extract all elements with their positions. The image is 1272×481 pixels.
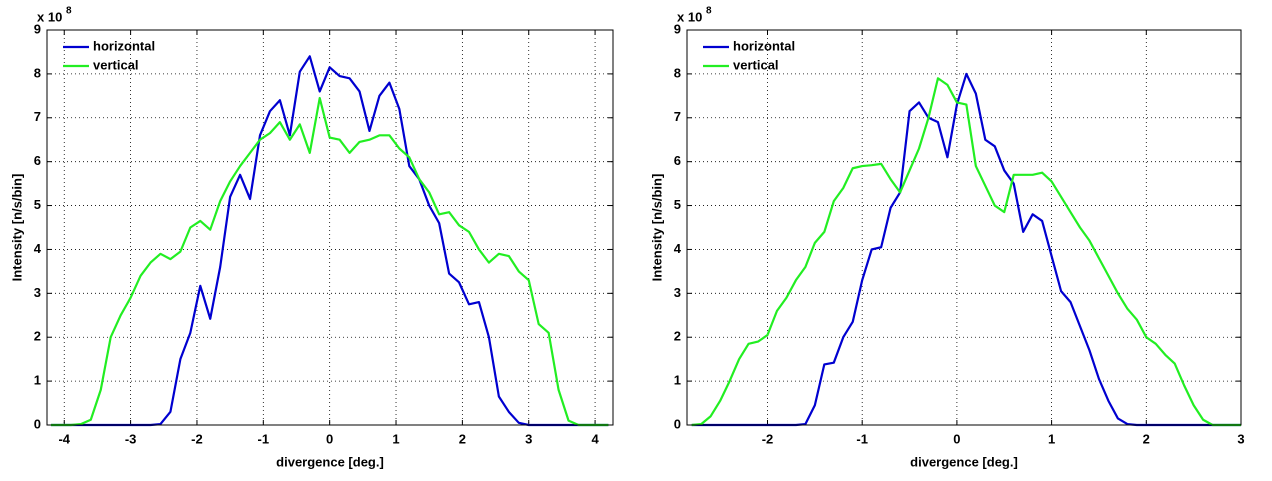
x-tick-label: -3	[125, 431, 137, 446]
y-tick-label: 8	[34, 65, 41, 80]
y-tick-label: 7	[674, 109, 681, 124]
y-tick-label: 2	[34, 329, 41, 344]
y-tick-label: 1	[34, 373, 41, 388]
x-tick-label: 3	[1237, 431, 1244, 446]
y-tick-label: 1	[674, 373, 681, 388]
y-tick-label: 3	[674, 285, 681, 300]
y-tick-label: 7	[34, 109, 41, 124]
y-tick-label: 0	[674, 416, 681, 431]
data-line	[50, 96, 609, 427]
x-tick-label: 4	[591, 431, 599, 446]
axis-scale-exponent: 8	[706, 6, 712, 17]
plot-frame	[686, 29, 1242, 426]
y-tick-label: 4	[34, 241, 42, 256]
axis-scale-label: x 10	[677, 9, 702, 24]
x-tick-label: 1	[1048, 431, 1055, 446]
x-tick-label: -1	[856, 431, 868, 446]
x-tick-label: -2	[762, 431, 774, 446]
y-tick-label: 9	[674, 21, 681, 36]
y-tick-label: 9	[34, 21, 41, 36]
legend-label: vertical	[93, 57, 139, 72]
y-tick-label: 3	[34, 285, 41, 300]
axis-scale-label: x 10	[37, 9, 62, 24]
x-axis-label: divergence [deg.]	[276, 454, 384, 469]
x-tick-label: -2	[191, 431, 203, 446]
x-tick-label: 1	[392, 431, 399, 446]
y-tick-label: 5	[674, 197, 681, 212]
x-tick-label: 2	[459, 431, 466, 446]
legend-label: vertical	[733, 57, 779, 72]
legend-label: horizontal	[93, 38, 155, 53]
x-tick-label: 3	[525, 431, 532, 446]
y-tick-label: 0	[34, 416, 41, 431]
y-tick-label: 6	[34, 153, 41, 168]
x-tick-label: -4	[58, 431, 70, 446]
y-tick-label: 2	[674, 329, 681, 344]
x-axis-label: divergence [deg.]	[910, 454, 1018, 469]
x-tick-label: 0	[953, 431, 960, 446]
x-tick-label: 2	[1143, 431, 1150, 446]
y-axis-label: Intensity [n/s/bin]	[649, 174, 664, 282]
y-tick-label: 4	[674, 241, 682, 256]
y-tick-label: 6	[674, 153, 681, 168]
x-tick-label: -1	[258, 431, 270, 446]
legend-label: horizontal	[733, 38, 795, 53]
y-tick-label: 8	[674, 65, 681, 80]
x-tick-label: 0	[326, 431, 333, 446]
y-axis-label: Intensity [n/s/bin]	[9, 174, 24, 282]
plot-frame	[46, 29, 614, 426]
y-tick-label: 5	[34, 197, 41, 212]
plot-area	[687, 30, 1241, 425]
plot-area	[47, 30, 613, 425]
axis-scale-exponent: 8	[66, 6, 72, 17]
data-line	[691, 77, 1241, 427]
